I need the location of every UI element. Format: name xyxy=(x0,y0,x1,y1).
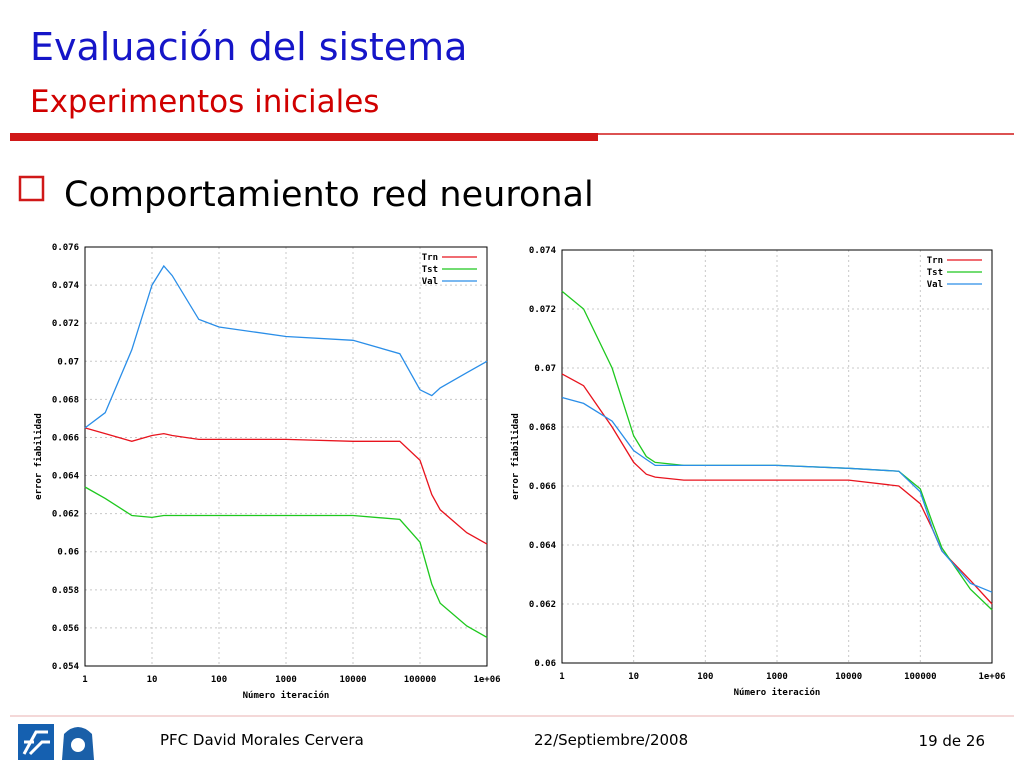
legend-label: Trn xyxy=(927,256,943,266)
y-tick-label: 0.068 xyxy=(529,423,556,433)
series-line xyxy=(561,396,993,593)
bullet-text: Comportamiento red neuronal xyxy=(64,175,594,215)
legend-label: Val xyxy=(422,277,438,287)
title-rule xyxy=(10,133,598,141)
x-tick-label: 1 xyxy=(82,675,87,685)
x-tick-label: 100 xyxy=(211,675,227,685)
y-axis-label: error fiabilidad xyxy=(510,413,521,500)
y-tick-label: 0.058 xyxy=(52,586,79,596)
y-tick-label: 0.062 xyxy=(529,600,556,610)
legend-label: Val xyxy=(927,280,943,290)
y-tick-label: 0.07 xyxy=(57,357,79,367)
x-tick-label: 100000 xyxy=(904,672,937,682)
y-tick-label: 0.072 xyxy=(529,305,556,315)
y-tick-label: 0.064 xyxy=(52,472,80,482)
plot-frame xyxy=(84,246,488,667)
series-line xyxy=(84,264,488,429)
x-tick-label: 10000 xyxy=(339,675,366,685)
legend-label: Trn xyxy=(422,253,438,263)
footer-page: 19 de 26 xyxy=(919,732,985,750)
series-line xyxy=(84,486,488,638)
y-tick-label: 0.068 xyxy=(52,395,79,405)
y-tick-label: 0.062 xyxy=(52,510,79,520)
y-axis-label: error fiabilidad xyxy=(33,413,44,500)
x-tick-label: 1e+06 xyxy=(978,672,1005,682)
logo-emblem-detail xyxy=(71,738,85,752)
x-tick-label: 10 xyxy=(147,675,158,685)
legend-label: Tst xyxy=(422,265,438,275)
x-tick-label: 1e+06 xyxy=(473,675,500,685)
y-tick-label: 0.072 xyxy=(52,319,79,329)
y-tick-label: 0.07 xyxy=(534,364,556,374)
y-tick-label: 0.066 xyxy=(52,433,79,443)
x-tick-label: 10 xyxy=(628,672,639,682)
slide-title: Evaluación del sistema xyxy=(30,25,467,69)
x-axis-label: Número iteración xyxy=(243,690,330,701)
legend-label: Tst xyxy=(927,268,943,278)
x-tick-label: 10000 xyxy=(835,672,862,682)
bullet-box xyxy=(18,175,45,202)
y-tick-label: 0.064 xyxy=(529,541,557,551)
x-tick-label: 1000 xyxy=(766,672,788,682)
x-tick-label: 1000 xyxy=(275,675,297,685)
y-tick-label: 0.074 xyxy=(52,281,80,291)
y-tick-label: 0.06 xyxy=(534,659,556,669)
x-tick-label: 100 xyxy=(697,672,713,682)
series-line xyxy=(84,427,488,545)
x-tick-label: 100000 xyxy=(404,675,437,685)
plot-frame xyxy=(561,249,993,664)
footer-author: PFC David Morales Cervera xyxy=(160,731,364,749)
slide-subtitle: Experimentos iniciales xyxy=(30,84,379,120)
x-axis-label: Número iteración xyxy=(734,687,821,698)
y-tick-label: 0.076 xyxy=(52,243,79,253)
footer-date: 22/Septiembre/2008 xyxy=(534,731,688,749)
y-tick-label: 0.066 xyxy=(529,482,556,492)
y-tick-label: 0.054 xyxy=(52,662,80,672)
y-tick-label: 0.06 xyxy=(57,548,79,558)
y-tick-label: 0.074 xyxy=(529,246,557,256)
x-tick-label: 1 xyxy=(559,672,564,682)
logo-mark xyxy=(22,730,50,756)
y-tick-label: 0.056 xyxy=(52,624,79,634)
series-line xyxy=(561,373,993,605)
